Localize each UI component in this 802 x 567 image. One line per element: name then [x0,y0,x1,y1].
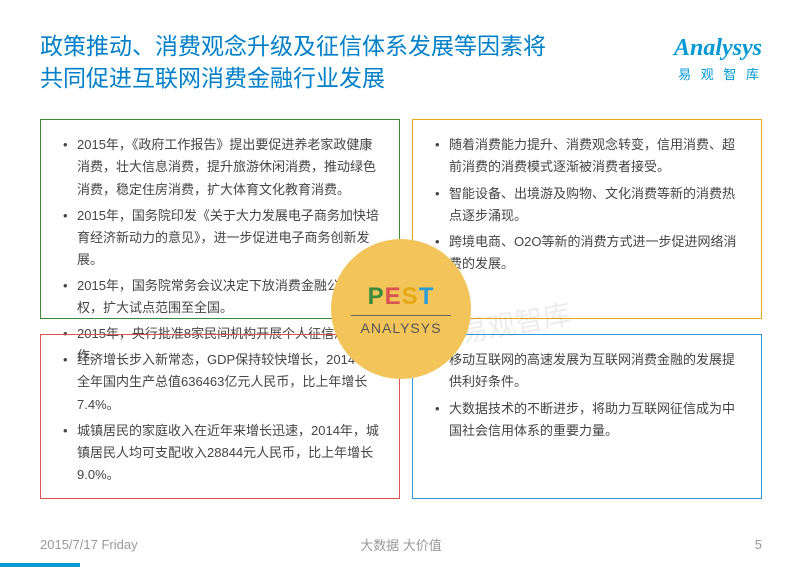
footer-page-number: 5 [755,537,762,552]
pest-p: P [368,283,385,310]
technological-list: 移动互联网的高速发展为互联网消费金融的发展提供利好条件。 大数据技术的不断进步，… [433,349,741,441]
center-divider [351,315,451,316]
title-line2: 共同促进互联网消费金融行业发展 [40,65,385,91]
slide-footer: 2015/7/17 Friday 大数据 大价值 5 [40,537,762,552]
list-item: 跨境电商、O2O等新的消费方式进一步促进网络消费的发展。 [433,231,741,275]
pest-s: S [402,283,419,310]
list-item: 大数据技术的不断进步，将助力互联网征信成为中国社会信用体系的重要力量。 [433,398,741,442]
list-item: 智能设备、出境游及购物、文化消费等新的消费热点逐步涌现。 [433,183,741,227]
slide-header: 政策推动、消费观念升级及征信体系发展等因素将 共同促进互联网消费金融行业发展 A… [0,0,802,104]
list-item: 随着消费能力提升、消费观念转变，信用消费、超前消费的消费模式逐渐被消费者接受。 [433,134,741,178]
economic-list: 经济增长步入新常态，GDP保持较快增长，2014年全年国内生产总值636463亿… [61,349,379,486]
footer-date: 2015/7/17 Friday [40,537,138,552]
list-item: 2015年，国务院印发《关于大力发展电子商务加快培育经济新动力的意见》，进一步促… [61,205,379,271]
quadrant-economic: 经济增长步入新常态，GDP保持较快增长，2014年全年国内生产总值636463亿… [40,334,400,499]
political-list: 2015年，《政府工作报告》提出要促进养老家政健康消费，壮大信息消费，提升旅游休… [61,134,379,367]
brand-logo: Analysys 易 观 智 库 [674,35,762,83]
footer-tagline: 大数据 大价值 [360,535,442,554]
social-list: 随着消费能力提升、消费观念转变，信用消费、超前消费的消费模式逐渐被消费者接受。 … [433,134,741,275]
pest-grid: 2015年，《政府工作报告》提出要促进养老家政健康消费，壮大信息消费，提升旅游休… [40,119,762,499]
analysys-label: ANALYSYS [361,320,442,336]
logo-subtitle: 易 观 智 库 [674,64,762,83]
logo-text: Analysys [674,35,762,62]
pest-t: T [419,283,435,310]
pest-label: PEST [368,283,435,311]
quadrant-technological: 移动互联网的高速发展为互联网消费金融的发展提供利好条件。 大数据技术的不断进步，… [412,334,762,499]
list-item: 经济增长步入新常态，GDP保持较快增长，2014年全年国内生产总值636463亿… [61,349,379,415]
pest-e: E [385,283,402,310]
title-line1: 政策推动、消费观念升级及征信体系发展等因素将 [40,33,546,59]
list-item: 移动互联网的高速发展为互联网消费金融的发展提供利好条件。 [433,349,741,393]
list-item: 城镇居民的家庭收入在近年来增长迅速，2014年，城镇居民人均可支配收入28844… [61,420,379,486]
slide-title: 政策推动、消费观念升级及征信体系发展等因素将 共同促进互联网消费金融行业发展 [40,30,546,94]
pest-center-circle: PEST ANALYSYS [331,239,471,379]
accent-bar [0,563,80,567]
list-item: 2015年，《政府工作报告》提出要促进养老家政健康消费，壮大信息消费，提升旅游休… [61,134,379,200]
